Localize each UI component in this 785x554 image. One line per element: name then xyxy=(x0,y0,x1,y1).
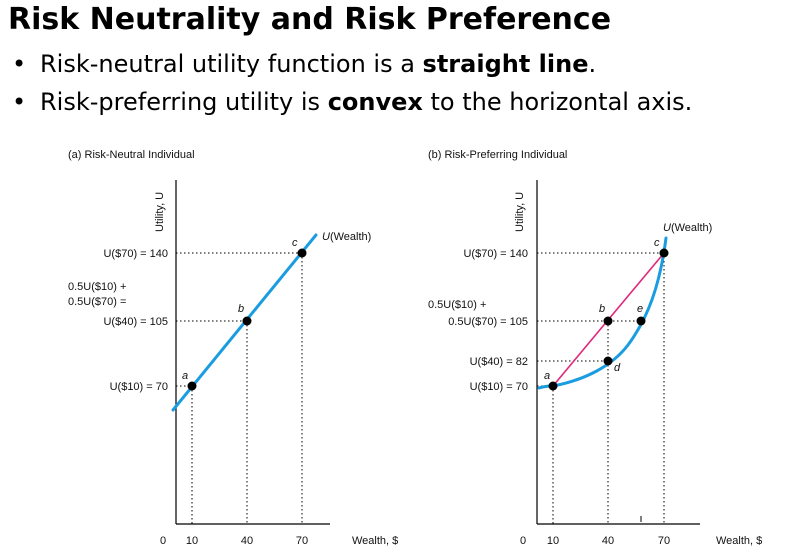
panel-a-y-axis-label: Utility, U xyxy=(154,192,166,232)
panel-b-title: (b) Risk-Preferring Individual xyxy=(428,149,567,161)
panel-a-point-b-label: b xyxy=(238,303,244,315)
panel-b-curve-label: U(Wealth) xyxy=(663,222,712,234)
panel-a-x-axis-label: Wealth, $ xyxy=(352,535,398,547)
panel-b-x-axis-label: Wealth, $ xyxy=(716,535,762,547)
panel-a-label-expected-1: 0.5U($10) + xyxy=(68,281,126,293)
panel-b-label-expected-1: 0.5U($10) + xyxy=(428,299,486,311)
panel-b-tick-70: 70 xyxy=(658,535,670,547)
bullet-list: • Risk-neutral utility function is a str… xyxy=(8,48,692,124)
panel-a-point-b xyxy=(242,316,252,326)
panel-b-point-d-label: d xyxy=(614,362,621,374)
panel-b-curve-label-rest: (Wealth) xyxy=(671,222,712,234)
panel-b-point-d xyxy=(603,356,613,366)
panel-b-label-u40: U($40) = 82 xyxy=(470,356,528,368)
panel-a-tick-0: 0 xyxy=(160,535,166,547)
panel-b-label-expected-2: 0.5U($70) = 105 xyxy=(448,316,528,328)
bullet-emphasis: straight line xyxy=(422,50,589,78)
panel-b-label-u10: U($10) = 70 xyxy=(470,381,528,393)
panel-a-label-u40: U($40) = 105 xyxy=(103,316,168,328)
panel-a-curve-label: U(Wealth) xyxy=(322,231,371,243)
bullet-text: Risk-preferring utility is xyxy=(40,88,328,116)
panel-b-label-u70: U($70) = 140 xyxy=(463,248,528,260)
panel-a: (a) Risk-Neutral Individual Utility, U a… xyxy=(68,149,398,547)
panel-b-point-c xyxy=(659,248,669,258)
bullet-item: • Risk-neutral utility function is a str… xyxy=(8,48,692,86)
panel-a-curve-label-u: U xyxy=(322,231,330,243)
panel-a-title: (a) Risk-Neutral Individual xyxy=(68,149,195,161)
panel-b-tick-40: 40 xyxy=(602,535,614,547)
panel-a-point-c xyxy=(297,248,307,258)
panel-b-y-axis-label: Utility, U xyxy=(514,192,526,232)
panel-a-tick-70: 70 xyxy=(296,535,308,547)
panel-b-point-b xyxy=(603,316,613,326)
panel-b-point-e xyxy=(636,316,646,326)
panel-b-tick-10: 10 xyxy=(547,535,559,547)
panel-b: (b) Risk-Preferring Individual Utility, … xyxy=(428,149,762,547)
panel-b-point-a xyxy=(548,381,558,391)
panel-a-point-a xyxy=(187,381,197,391)
panel-a-label-u70: U($70) = 140 xyxy=(103,248,168,260)
panel-b-point-a-label: a xyxy=(544,370,550,382)
bullet-text-end: . xyxy=(588,50,597,78)
panel-a-tick-40: 40 xyxy=(241,535,253,547)
panel-b-point-e-label: e xyxy=(637,303,643,315)
panel-b-curve-label-u: U xyxy=(663,222,671,234)
bullet-text: Risk-neutral utility function is a xyxy=(40,50,423,78)
bullet-dot: • xyxy=(12,50,27,78)
bullet-text-end: to the horizontal axis. xyxy=(422,88,693,116)
bullet-dot: • xyxy=(12,88,27,116)
slide-title: Risk Neutrality and Risk Preference xyxy=(8,2,612,37)
panel-a-label-expected-2: 0.5U($70) = xyxy=(68,296,126,308)
panel-a-label-u10: U($10) = 70 xyxy=(110,381,168,393)
bullet-emphasis: convex xyxy=(327,88,423,116)
panel-b-tick-0: 0 xyxy=(520,535,526,547)
panel-a-point-c-label: c xyxy=(292,237,298,249)
bullet-item: • Risk-preferring utility is convex to t… xyxy=(8,86,692,124)
panel-b-point-c-label: c xyxy=(654,237,660,249)
panel-a-tick-10: 10 xyxy=(186,535,198,547)
panel-a-curve-label-rest: (Wealth) xyxy=(330,231,371,243)
panel-b-point-b-label: b xyxy=(599,303,605,315)
panel-a-point-a-label: a xyxy=(182,370,188,382)
